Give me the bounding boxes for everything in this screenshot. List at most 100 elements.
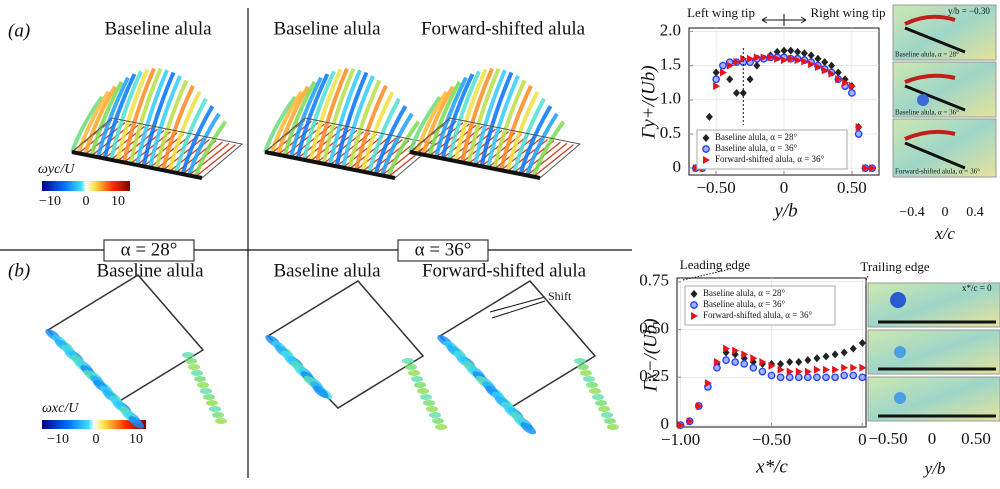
marker [726, 61, 734, 70]
inset-caption: Forward-shifted alula, α = 36° [895, 168, 980, 176]
vortex-sheet [453, 68, 488, 162]
vortex-blob [405, 364, 417, 370]
vortex-blob [604, 418, 616, 424]
marker [705, 112, 713, 121]
panel-title: Baseline alula [104, 18, 212, 39]
inset-caption: Baseline alula, α = 28° [895, 51, 959, 59]
inset-tick: 0.4 [966, 205, 984, 220]
marker [747, 54, 755, 63]
vortex-blob [426, 406, 438, 412]
marker [854, 130, 863, 138]
marker [795, 367, 803, 376]
vortex-blob [206, 400, 218, 406]
vortex-sheet [122, 67, 156, 163]
marker [787, 54, 795, 63]
x-axis-label: x*/c [755, 456, 788, 477]
vortex-sheet [128, 68, 163, 165]
y-tick-label: 0.25 [639, 366, 669, 385]
marker [760, 53, 768, 62]
marker [848, 89, 856, 97]
marker [776, 373, 785, 382]
vortex-sheet [499, 84, 533, 171]
vortex-sheet [347, 79, 382, 170]
rib [533, 144, 574, 178]
alpha-label: α = 36° [415, 239, 472, 260]
vortex-sheet [302, 70, 336, 161]
marker [835, 75, 843, 84]
vortex-sheet [295, 73, 330, 159]
marker [834, 68, 842, 77]
marker [858, 338, 866, 347]
alpha-box [103, 239, 195, 262]
rib [381, 142, 423, 176]
leading-edge [71, 150, 203, 180]
vortex-sheet [525, 112, 559, 177]
panel-title: Baseline alula [273, 18, 381, 39]
marker [859, 363, 867, 372]
marker [787, 46, 795, 55]
inset-image [892, 118, 997, 178]
x-tick-label: −0.50 [696, 178, 735, 197]
shift-line [491, 300, 546, 319]
vortex-sheet [315, 67, 349, 163]
marker [848, 82, 856, 91]
vortex-blob [188, 364, 200, 370]
vortex-blob [583, 376, 595, 382]
vortex-blob [423, 400, 435, 406]
marker [746, 75, 754, 84]
inset-vortex [890, 292, 906, 308]
y-tick-label: 0.75 [639, 271, 669, 290]
marker [733, 88, 740, 97]
panel-title: Baseline alula [96, 260, 204, 281]
legend-label: Baseline alula, α = 28° [703, 288, 786, 298]
annotation: Left wing tip [687, 5, 755, 20]
vortex-blob [520, 422, 536, 435]
marker [831, 373, 839, 382]
marker [732, 346, 740, 355]
marker [704, 379, 712, 388]
marker [691, 312, 698, 320]
legend-label: Forward-shifted alula, α = 36° [715, 154, 825, 164]
vortex-sheet [148, 75, 182, 169]
wing-plate [46, 274, 205, 403]
vortex-sheet [115, 68, 150, 162]
inset-image [867, 329, 1000, 375]
marker [840, 348, 848, 357]
marker [801, 57, 809, 66]
x-tick-label: −1.00 [661, 430, 700, 449]
wing-plate [266, 280, 425, 409]
vortex-blob [194, 376, 206, 382]
marker [774, 54, 782, 63]
rib [195, 144, 236, 178]
vortex-sheet [174, 97, 208, 174]
colorbar-label: ωxc/U [42, 401, 79, 416]
marker [731, 358, 740, 366]
vortex-sheet [328, 69, 362, 166]
vortex-sheet [141, 71, 176, 167]
marker [785, 373, 794, 382]
y-tick-label: 2.0 [660, 20, 681, 39]
inset-xlabel: x/c [934, 224, 955, 243]
inset-xlabel: y/b [923, 459, 946, 478]
vortex-sheet [282, 80, 317, 157]
vortex-sheet [367, 97, 401, 174]
vortex-blob [185, 358, 197, 364]
x-tick-label: −0.50 [752, 430, 791, 449]
rib [526, 142, 568, 176]
legend-label: Baseline alula, α = 28° [715, 132, 798, 142]
x-tick-label: 0 [780, 178, 789, 197]
x-tick-label: 0.50 [837, 178, 867, 197]
vortex-sheet [89, 80, 124, 157]
y-tick-label: 1.0 [660, 89, 681, 108]
marker [822, 352, 830, 361]
vortex-blob [417, 388, 429, 394]
shift-label: Shift [548, 289, 572, 303]
annotation: Right wing tip [810, 5, 885, 20]
vortex-blob [592, 394, 604, 400]
marker [713, 363, 721, 372]
vortex-blob [580, 370, 592, 376]
marker [692, 164, 700, 173]
vortex-sheet [427, 80, 462, 157]
marker [712, 75, 720, 84]
vortex-blob [432, 418, 444, 424]
